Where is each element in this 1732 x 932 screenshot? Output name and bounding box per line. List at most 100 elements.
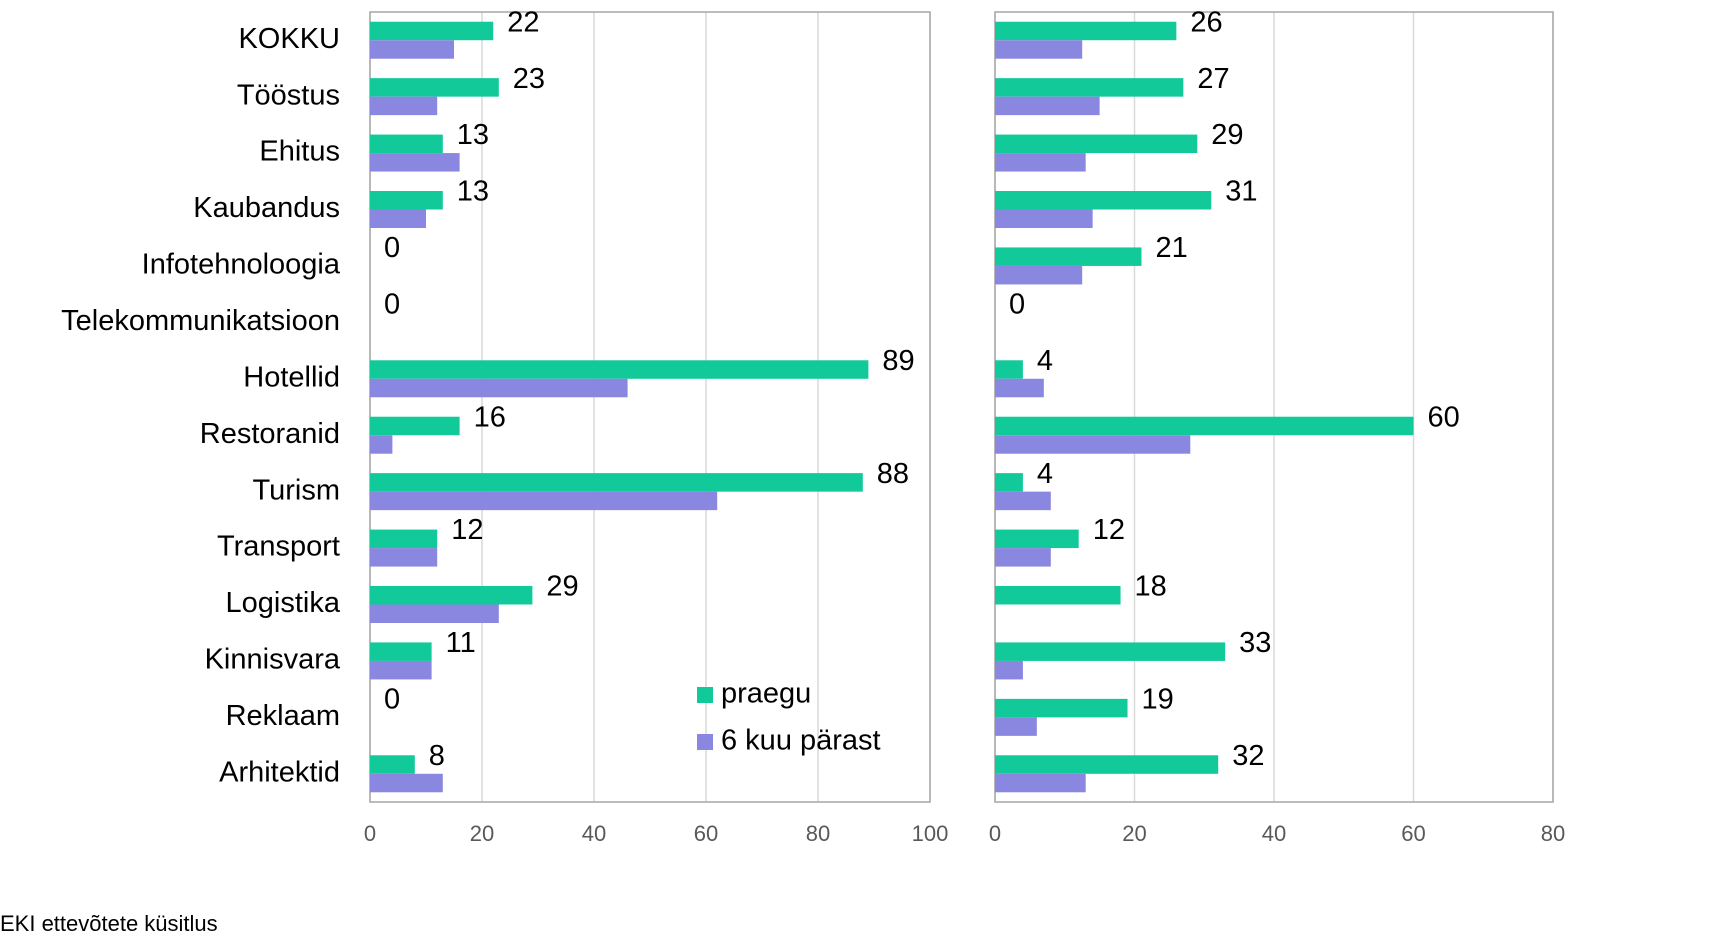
category-label: Telekommunikatsioon	[61, 305, 340, 337]
bar	[995, 435, 1191, 454]
x-tick-label: 20	[470, 821, 494, 846]
bar	[370, 191, 443, 210]
data-label: 60	[1428, 401, 1460, 433]
bar	[995, 660, 1023, 680]
data-label: 89	[882, 345, 914, 377]
data-label: 0	[384, 684, 400, 716]
bar	[995, 360, 1023, 379]
data-label: 11	[446, 627, 476, 659]
bar	[370, 755, 415, 774]
category-label: Reklaam	[226, 700, 340, 732]
data-label: 0	[384, 289, 400, 321]
bar	[370, 773, 443, 793]
legend-label: praegu	[721, 678, 811, 710]
data-label: 32	[1232, 740, 1264, 772]
bar	[370, 416, 460, 436]
bar	[995, 642, 1226, 661]
data-label: 27	[1197, 63, 1229, 95]
bar	[370, 604, 499, 623]
category-label: Tööstus	[237, 79, 340, 111]
category-label: Kaubandus	[193, 192, 340, 224]
data-label: 8	[429, 740, 445, 772]
bar	[995, 247, 1142, 266]
bar	[995, 416, 1414, 436]
bar	[370, 134, 443, 154]
bar	[370, 586, 533, 605]
x-tick-label: 20	[1122, 821, 1146, 846]
bar	[995, 40, 1083, 59]
legend-label: 6 kuu pärast	[721, 725, 881, 757]
bar	[995, 529, 1079, 549]
bar	[995, 586, 1121, 605]
x-tick-label: 60	[694, 821, 718, 846]
data-label: 16	[474, 401, 506, 433]
category-label: KOKKU	[238, 23, 340, 55]
data-label: 13	[457, 119, 489, 151]
bar	[995, 153, 1086, 172]
plot-border	[994, 11, 1554, 803]
category-label: Arhitektid	[219, 756, 340, 788]
x-tick-label: 80	[1541, 821, 1565, 846]
bar	[370, 548, 438, 567]
bar	[370, 96, 438, 116]
bar	[370, 529, 438, 549]
bar	[370, 378, 628, 398]
bar	[995, 755, 1219, 774]
bar	[370, 40, 454, 59]
data-label: 22	[507, 6, 539, 38]
data-label: 12	[1093, 514, 1125, 546]
data-label: 18	[1135, 571, 1167, 603]
bar	[995, 134, 1198, 154]
bar	[370, 435, 393, 454]
data-label: 26	[1190, 6, 1222, 38]
bar	[370, 153, 460, 172]
x-tick-label: 40	[582, 821, 606, 846]
category-label: Hotellid	[243, 361, 340, 393]
x-tick-label: 0	[364, 821, 376, 846]
bar	[995, 491, 1051, 511]
data-label: 29	[546, 571, 578, 603]
category-label: Turism	[252, 474, 340, 506]
bar	[370, 360, 869, 379]
bar	[995, 698, 1128, 718]
data-label: 0	[384, 232, 400, 264]
data-label: 0	[1009, 289, 1025, 321]
bar	[995, 191, 1212, 210]
bar	[995, 209, 1093, 228]
bar	[995, 773, 1086, 793]
data-label: 23	[513, 63, 545, 95]
category-label: Infotehnoloogia	[142, 249, 341, 281]
bar	[995, 473, 1023, 492]
bar	[370, 491, 718, 511]
bar	[370, 21, 494, 41]
category-label: Ehitus	[259, 136, 340, 168]
data-label: 4	[1037, 345, 1053, 377]
bar	[995, 717, 1037, 736]
bar	[370, 78, 499, 97]
x-tick-label: 40	[1262, 821, 1286, 846]
bar	[370, 660, 432, 680]
category-label: Logistika	[226, 587, 341, 619]
category-label: Restoranid	[200, 418, 340, 450]
data-label: 31	[1225, 176, 1257, 208]
bar	[995, 78, 1184, 97]
x-tick-label: 80	[806, 821, 830, 846]
data-label: 33	[1239, 627, 1271, 659]
category-label: Kinnisvara	[205, 644, 341, 676]
bar	[995, 378, 1044, 398]
bar	[995, 265, 1083, 285]
bar	[995, 21, 1177, 41]
x-tick-label: 60	[1401, 821, 1425, 846]
plot-border	[369, 11, 931, 803]
bar	[995, 96, 1100, 116]
legend-swatch	[697, 734, 713, 750]
source: EKI ettevõtete küsitlus	[0, 911, 218, 932]
bar	[370, 473, 863, 492]
x-tick-label: 100	[912, 821, 949, 846]
bar	[370, 209, 426, 228]
data-label: 12	[451, 514, 483, 546]
x-tick-label: 0	[989, 821, 1001, 846]
data-label: 4	[1037, 458, 1053, 490]
legend-swatch	[697, 687, 713, 703]
